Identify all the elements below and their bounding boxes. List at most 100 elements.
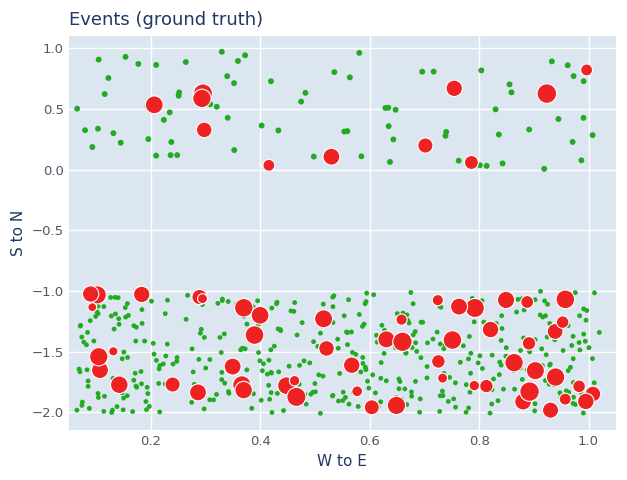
- Point: [571, 382, 581, 390]
- Point: [198, 90, 208, 97]
- Point: [344, 400, 354, 408]
- Point: [501, 296, 511, 304]
- Point: [239, 312, 249, 320]
- Point: [377, 322, 387, 329]
- Point: [294, 381, 304, 388]
- Point: [522, 366, 532, 374]
- Point: [439, 370, 449, 377]
- Point: [137, 380, 147, 388]
- Point: [362, 377, 372, 385]
- Point: [416, 354, 426, 361]
- Point: [465, 333, 475, 340]
- Point: [310, 388, 320, 396]
- Point: [113, 385, 124, 393]
- Point: [539, 165, 549, 173]
- Point: [406, 388, 416, 396]
- Point: [93, 302, 103, 310]
- Point: [394, 375, 404, 383]
- Point: [512, 308, 522, 316]
- Point: [454, 157, 464, 165]
- Point: [132, 384, 142, 391]
- Point: [273, 325, 283, 333]
- Point: [201, 364, 211, 372]
- Point: [109, 325, 119, 333]
- Point: [469, 382, 479, 389]
- Point: [140, 337, 150, 345]
- Point: [397, 316, 407, 324]
- Point: [158, 360, 168, 368]
- Point: [488, 375, 498, 383]
- Point: [487, 400, 497, 408]
- Point: [435, 361, 445, 369]
- Point: [441, 132, 451, 140]
- Point: [335, 370, 345, 377]
- Point: [416, 318, 426, 326]
- Point: [198, 295, 208, 302]
- Point: [591, 385, 601, 393]
- Point: [216, 348, 226, 356]
- Point: [574, 312, 584, 320]
- Point: [569, 72, 579, 80]
- Point: [525, 348, 535, 356]
- Point: [87, 303, 97, 311]
- Point: [399, 339, 409, 347]
- Point: [563, 322, 573, 329]
- Point: [265, 396, 275, 403]
- Point: [269, 342, 279, 350]
- Point: [266, 369, 276, 376]
- Point: [248, 303, 258, 311]
- Point: [289, 308, 299, 315]
- Point: [391, 106, 401, 114]
- Point: [557, 392, 567, 400]
- Point: [306, 390, 316, 398]
- Point: [77, 402, 87, 409]
- Point: [80, 126, 90, 134]
- Point: [496, 361, 506, 369]
- Point: [266, 389, 276, 396]
- Point: [205, 356, 215, 363]
- Point: [524, 346, 534, 353]
- Point: [267, 304, 277, 312]
- Point: [122, 392, 132, 399]
- Point: [545, 320, 555, 327]
- Point: [582, 66, 592, 74]
- Point: [522, 298, 532, 306]
- Point: [253, 321, 263, 328]
- Point: [339, 312, 349, 320]
- Point: [575, 346, 585, 354]
- Point: [284, 362, 294, 370]
- Point: [568, 399, 578, 407]
- Point: [530, 296, 540, 303]
- Point: [144, 403, 154, 410]
- Point: [458, 342, 468, 349]
- Point: [467, 295, 477, 302]
- Point: [379, 326, 389, 334]
- Point: [410, 328, 420, 336]
- Point: [561, 387, 571, 395]
- Point: [376, 359, 386, 366]
- Point: [273, 127, 283, 134]
- Point: [93, 353, 103, 360]
- Point: [228, 363, 238, 371]
- Point: [449, 84, 459, 92]
- Point: [247, 405, 257, 412]
- Point: [118, 406, 128, 414]
- Point: [593, 389, 603, 397]
- Point: [561, 397, 571, 405]
- Point: [398, 309, 408, 317]
- Point: [543, 410, 553, 418]
- Point: [100, 393, 110, 400]
- Point: [435, 302, 445, 310]
- Point: [429, 358, 439, 366]
- Point: [473, 308, 483, 316]
- Point: [117, 389, 127, 396]
- Point: [403, 316, 413, 324]
- Point: [218, 295, 228, 303]
- Point: [530, 367, 540, 374]
- Point: [272, 299, 282, 306]
- Point: [154, 365, 164, 372]
- Point: [558, 347, 568, 354]
- Point: [131, 382, 141, 390]
- Point: [232, 300, 242, 308]
- Point: [124, 312, 134, 319]
